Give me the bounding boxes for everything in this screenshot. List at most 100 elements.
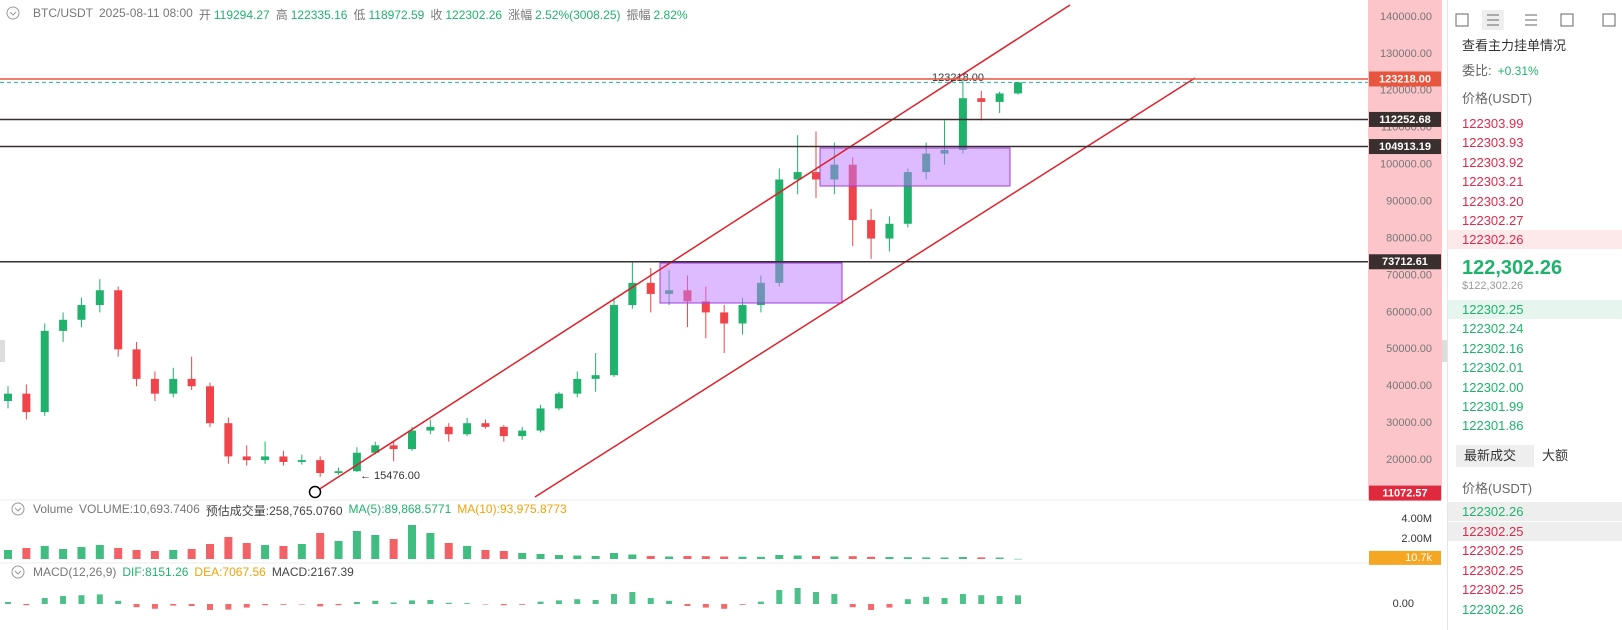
volume-bar [701, 556, 710, 559]
macd-bar [225, 604, 232, 610]
volume-bar [665, 556, 674, 559]
candle-body [95, 290, 104, 306]
ask-price: 122303.20 [1462, 193, 1524, 209]
macd-bar [978, 595, 985, 604]
candle-body [426, 426, 435, 431]
volume-bar [683, 556, 692, 559]
candle-body [352, 452, 361, 472]
macd-bar [78, 595, 85, 604]
trade-tab[interactable]: 大额 [1542, 448, 1569, 463]
macd-bar [151, 604, 158, 609]
bid-price: 122302.25 [1448, 300, 1622, 319]
volume-bar [536, 554, 545, 559]
macd-bar [868, 604, 875, 610]
volume-current-label: 10.7k [1405, 552, 1432, 564]
trade-price: 122302.25 [1462, 543, 1524, 558]
candle-body [646, 282, 655, 294]
macd-bar [317, 604, 324, 607]
header-field: 低 118972.59 [353, 6, 424, 23]
side-handle[interactable] [0, 340, 5, 362]
volume-bar [738, 556, 747, 559]
candle-body [701, 301, 710, 313]
macd-bar [262, 604, 269, 606]
anchor-point [308, 485, 322, 499]
macd-bar [482, 604, 489, 605]
y-tick-label: 80000.00 [1386, 232, 1432, 244]
macd-bar [959, 594, 966, 604]
macd-bar [849, 604, 856, 608]
macd-bar [335, 604, 342, 606]
macd-bar [133, 604, 140, 608]
volume-bar [940, 557, 949, 559]
volume-bar [77, 547, 86, 559]
macd-bar [831, 594, 838, 604]
candle-body [22, 393, 31, 413]
field-label: 开 [198, 8, 211, 22]
macd-bar [353, 602, 360, 604]
macd-bar [757, 601, 764, 604]
price-header: 价格(USDT) [1462, 481, 1533, 496]
macd-bar [904, 599, 911, 604]
volume-bar [793, 555, 802, 559]
volume-bar [297, 544, 306, 559]
volume-bar [279, 546, 288, 559]
macd-dif: DIF:8151.26 [122, 565, 189, 579]
level-label: 112252.68 [1379, 114, 1430, 126]
volume-bar [463, 546, 472, 559]
toolbar-icon[interactable] [1455, 13, 1469, 27]
candle-body [444, 426, 453, 435]
trade-tab[interactable]: 最新成交 [1456, 445, 1534, 467]
candles [4, 78, 1022, 477]
macd-bar [372, 600, 379, 604]
trade-price: 122302.25 [1462, 582, 1524, 597]
macd-bar [115, 600, 122, 604]
macd-bar [629, 592, 636, 604]
candle-body [885, 223, 894, 239]
collapse-icon[interactable] [6, 6, 20, 20]
field-label: 振幅 [626, 8, 651, 22]
collapse-icon [14, 507, 22, 512]
y-tick-label: 140000.00 [1380, 11, 1432, 23]
trade-price: 122302.26 [1448, 502, 1622, 521]
candle-body [316, 460, 325, 474]
volume-bar [903, 557, 912, 559]
volume-bar [610, 553, 618, 559]
macd-value: MACD:2167.39 [271, 565, 354, 579]
collapse-icon[interactable] [11, 565, 25, 579]
range-box [659, 262, 843, 304]
side-handle[interactable] [1442, 340, 1447, 362]
ask-price: 122303.93 [1462, 135, 1524, 151]
field-value: 118972.59 [368, 8, 425, 22]
header-field: 涨幅 2.52%(3008.25) [508, 6, 620, 23]
candle-body [481, 423, 490, 427]
macd-bar [647, 598, 654, 604]
volume-bar [720, 556, 729, 559]
y-tick-label: 0.00 [1393, 598, 1414, 610]
macd-bar [41, 598, 48, 604]
candle-body [628, 282, 637, 306]
candle-body [4, 393, 12, 402]
macd-bar [207, 604, 213, 610]
toolbar-icon[interactable] [1602, 13, 1616, 27]
toolbar-icon[interactable] [1560, 13, 1574, 27]
level-label-bg [1369, 254, 1441, 270]
y-tick-label: 40000.00 [1386, 380, 1432, 392]
bid-price: 122301.86 [1462, 418, 1524, 434]
macd-bar [702, 604, 709, 608]
collapse-icon[interactable] [11, 502, 25, 516]
header-field: 振幅 2.82% [627, 6, 688, 23]
macd-bar [537, 601, 544, 604]
volume-bar [389, 539, 398, 559]
ask-price: 122303.92 [1462, 154, 1524, 170]
volume-bar [922, 557, 931, 559]
last-price-usd: $122,302.26 [1462, 280, 1524, 292]
volume-bar [59, 549, 68, 559]
ask-price: 122302.26 [1448, 230, 1622, 250]
toolbar-icon [1487, 14, 1499, 26]
macd-bar [739, 604, 746, 605]
y-tick-label: 130000.00 [1380, 48, 1432, 60]
candle-body [389, 445, 398, 450]
candle-body [793, 172, 802, 180]
toolbar-icon[interactable] [1525, 14, 1537, 26]
volume-bar [426, 533, 435, 559]
